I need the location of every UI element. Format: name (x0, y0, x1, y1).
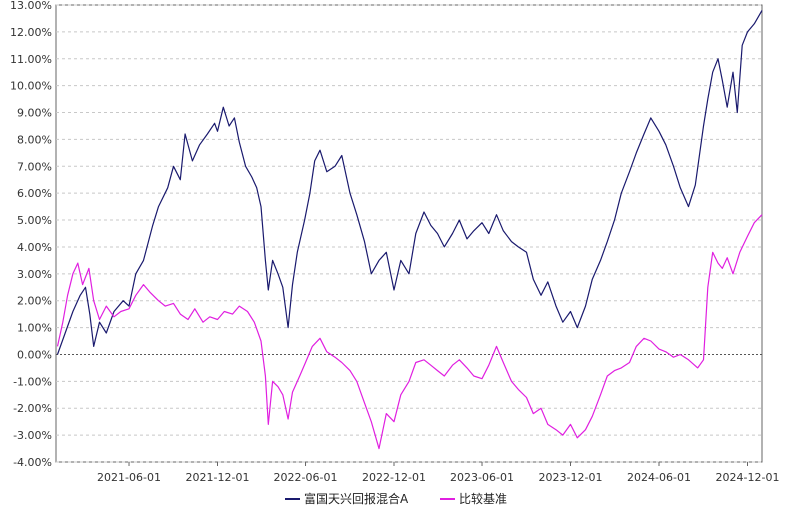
series-line-benchmark (56, 214, 763, 450)
x-tick-label: 2022-12-01 (362, 471, 426, 484)
y-tick-label: 13.00% (10, 0, 52, 12)
y-tick-label: 7.00% (17, 160, 52, 173)
x-tick-label: 2021-12-01 (186, 471, 250, 484)
y-tick-label: 11.00% (10, 53, 52, 66)
y-tick-label: -2.00% (13, 402, 52, 415)
y-axis-ticks: 13.00% 12.00% 11.00% 10.00% 9.00% 8.00% 7.00% 6… (10, 0, 52, 469)
series-layer (56, 10, 763, 450)
grid-layer (56, 4, 762, 463)
x-tick-label: 2024-06-01 (627, 471, 691, 484)
y-tick-label: -4.00% (13, 456, 52, 469)
y-tick-label: 0.00% (17, 348, 52, 361)
x-tick-label: 2021-06-01 (97, 471, 161, 484)
x-axis-ticks: 2021-06-01 2021-12-01 2022-06-01 2022-12-01… (97, 462, 779, 484)
x-tick-label: 2023-06-01 (450, 471, 514, 484)
y-tick-label: 4.00% (17, 241, 52, 254)
y-tick-label: 2.00% (17, 295, 52, 308)
y-tick-label: 5.00% (17, 214, 52, 227)
x-tick-label: 2023-12-01 (539, 471, 603, 484)
y-tick-label: 1.00% (17, 322, 52, 335)
y-tick-label: 3.00% (17, 268, 52, 281)
y-tick-label: 12.00% (10, 26, 52, 39)
y-tick-label: 9.00% (17, 107, 52, 120)
legend-label-fund: 富国天兴回报混合A (304, 491, 409, 506)
series-line-fund (56, 10, 763, 355)
legend-label-benchmark: 比较基准 (459, 491, 507, 506)
y-tick-label: 8.00% (17, 133, 52, 146)
x-tick-label: 2024-12-01 (716, 471, 780, 484)
y-tick-label: -3.00% (13, 429, 52, 442)
x-tick-label: 2022-06-01 (274, 471, 338, 484)
y-tick-label: 10.00% (10, 80, 52, 93)
plot-frame (55, 4, 763, 463)
y-tick-label: 6.00% (17, 187, 52, 200)
legend: 富国天兴回报混合A 比较基准 (285, 491, 507, 506)
y-tick-label: -1.00% (13, 375, 52, 388)
